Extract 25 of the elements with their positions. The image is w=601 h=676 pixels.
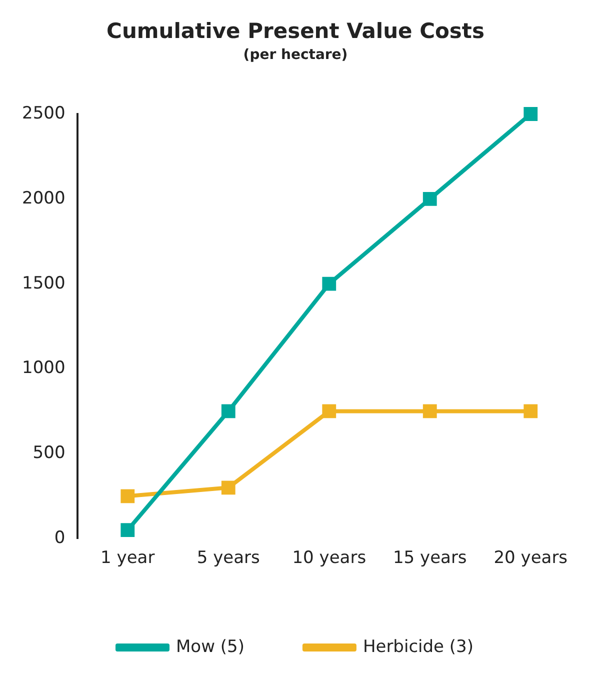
y-tick-label: 0 (54, 528, 66, 548)
point (221, 480, 236, 495)
x-tick-label: 1 year (100, 548, 155, 568)
y-tick-label: 1500 (22, 273, 66, 294)
x-tick-label: 10 years (292, 548, 366, 568)
point (120, 523, 135, 538)
x-tick-label: 20 years (494, 548, 568, 568)
chart-subtitle: (per hectare) (243, 47, 348, 64)
point (422, 192, 437, 206)
point (524, 107, 538, 121)
chart-title: Cumulative Present Value Costs (106, 19, 484, 44)
point (524, 404, 538, 418)
point (322, 404, 336, 418)
y-tick-label: 1000 (22, 358, 66, 378)
point (120, 489, 135, 504)
legend-label: Mow (5) (176, 636, 244, 657)
legend-label: Herbicide (3) (362, 636, 474, 657)
y-tick-label: 2500 (22, 103, 66, 124)
x-tick-label: 5 years (196, 548, 260, 568)
point (422, 404, 437, 418)
y-tick-label: 2000 (22, 188, 66, 208)
x-tick-label: 15 years (392, 548, 467, 568)
point (221, 404, 236, 418)
y-tick-label: 500 (32, 443, 66, 464)
point (322, 276, 336, 291)
